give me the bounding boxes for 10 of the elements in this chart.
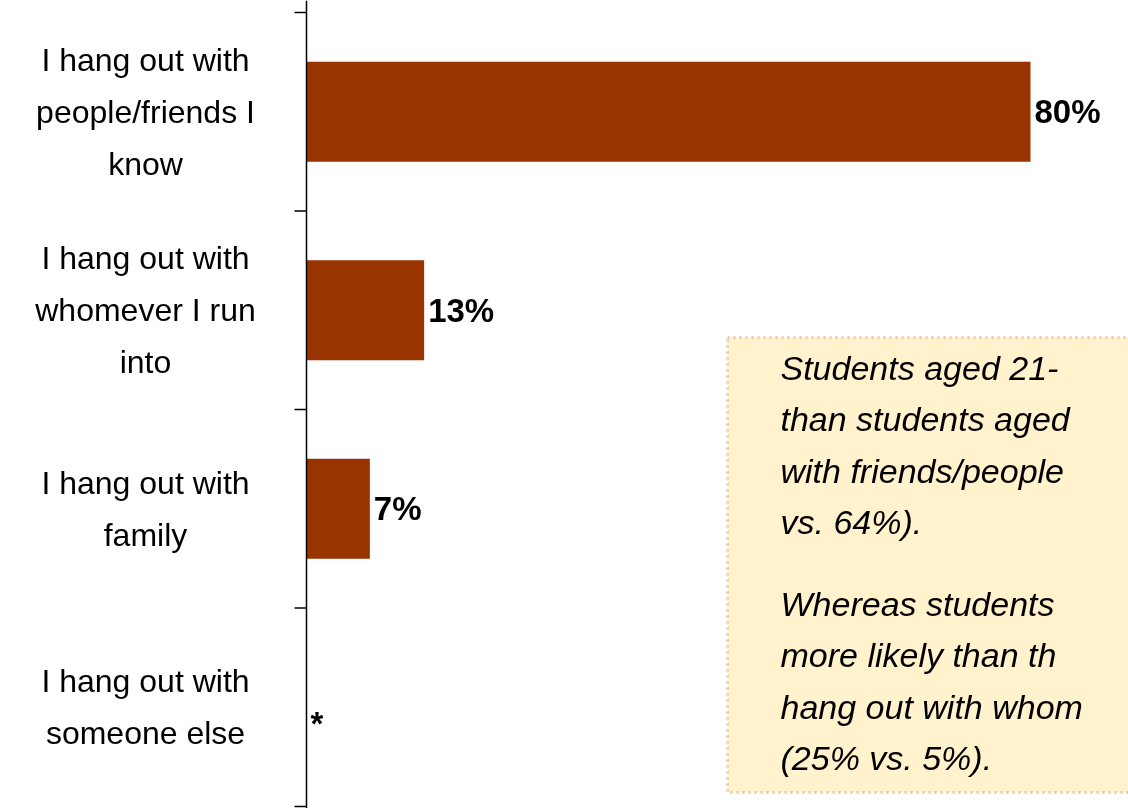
annotation: Whereas students more likely than th hang out with whom (25% vs. 5%). <box>780 584 1083 777</box>
data-label: 80% <box>1034 93 1101 131</box>
y-tick-label: I hang out with whomever I run into <box>34 240 256 381</box>
data-label: 7% <box>373 490 422 528</box>
text: * <box>310 704 324 742</box>
y-tick-label: I hang out with someone else <box>41 663 250 752</box>
y-tick-label: I hang out with family <box>41 464 250 553</box>
data-label: 13% <box>428 291 495 329</box>
annotation: Students aged 21- than students aged with friends/people vs. 64%). <box>780 348 1071 541</box>
y-tick-label: I hang out with people/friends I know <box>36 41 255 182</box>
